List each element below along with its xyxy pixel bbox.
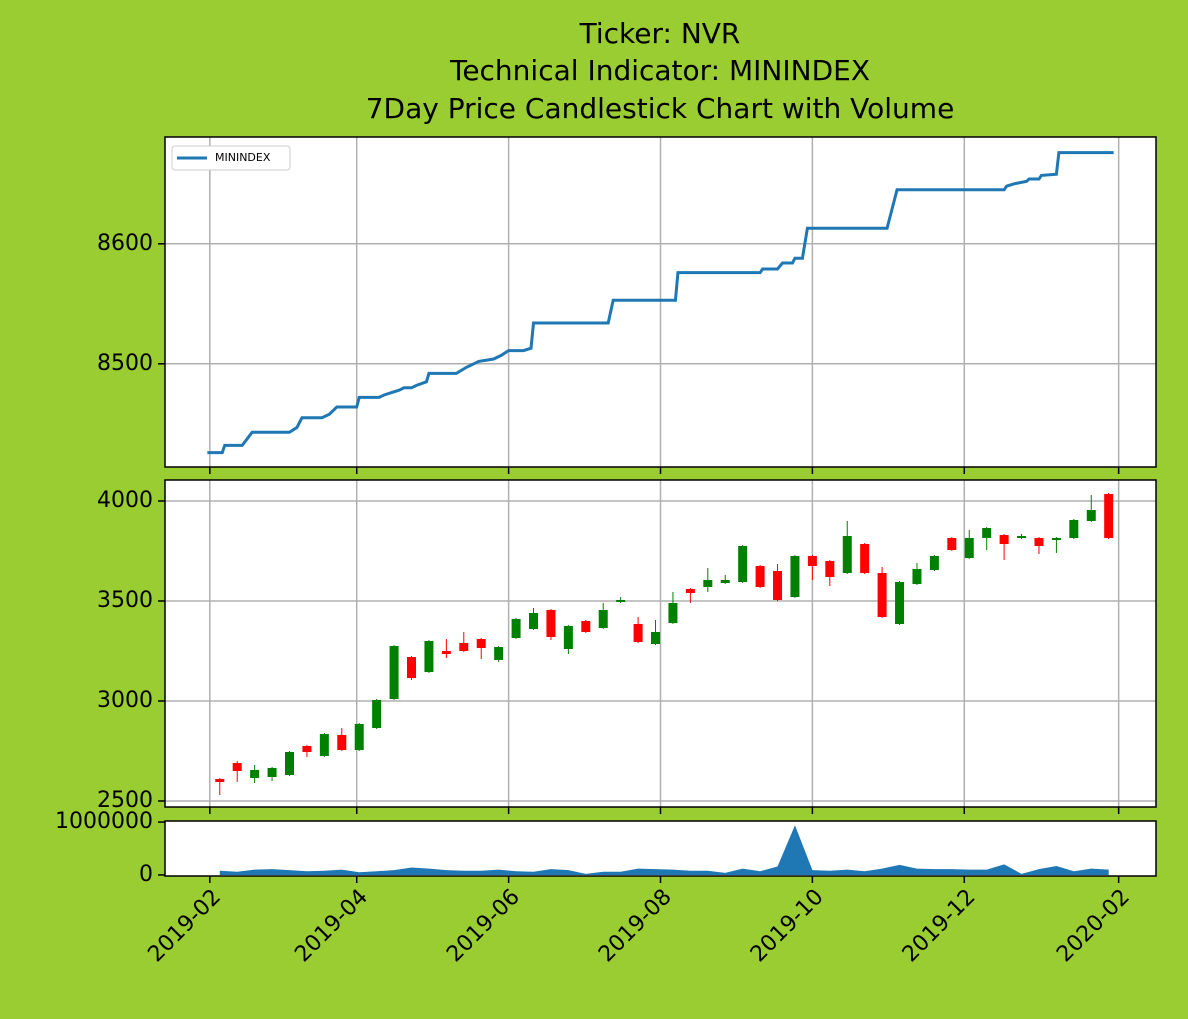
title-line: 7Day Price Candlestick Chart with Volume [366, 92, 955, 125]
candle-body [581, 621, 591, 632]
plot-frame [164, 136, 1157, 468]
candle-body [337, 735, 347, 750]
y-tick-label: 3500 [97, 588, 153, 613]
candle-body [651, 632, 661, 644]
candle-body [999, 535, 1009, 544]
candle-body [912, 569, 922, 584]
candle-body [215, 779, 225, 782]
candle-body [842, 536, 852, 573]
candle-body [877, 573, 887, 617]
candle-body [546, 610, 556, 637]
candle-body [790, 556, 800, 597]
candle-body [232, 763, 242, 771]
title-line: Technical Indicator: MININDEX [449, 54, 870, 87]
candle-body [807, 556, 817, 566]
candle-body [895, 582, 905, 624]
legend: MININDEX [171, 145, 291, 171]
candle-body [476, 639, 486, 648]
legend-label: MININDEX [215, 151, 271, 164]
candle-body [1104, 494, 1114, 538]
candle-body [703, 580, 713, 587]
candle-body [354, 724, 364, 750]
candle-body [720, 580, 730, 583]
candle-body [372, 700, 382, 728]
candle-body [947, 538, 957, 550]
candle-body [982, 528, 992, 538]
y-tick-label: 0 [139, 862, 153, 887]
candle-body [563, 626, 573, 649]
y-tick-label: 8600 [97, 231, 153, 256]
candle-body [424, 641, 434, 672]
candle-body [1086, 510, 1096, 521]
candle-body [441, 651, 451, 654]
legend-box [171, 145, 291, 171]
candle-body [773, 571, 783, 600]
candle-body [494, 647, 504, 660]
y-tick-label: 3000 [97, 688, 153, 713]
plot-area [165, 821, 1156, 876]
plot-frame [164, 820, 1157, 877]
candle-body [1051, 538, 1061, 540]
candle-body [825, 561, 835, 577]
title-line: Ticker: NVR [579, 17, 741, 50]
y-tick-label: 4000 [97, 488, 153, 513]
candle-body [929, 556, 939, 570]
candle-body [302, 746, 312, 752]
line [207, 151, 1114, 455]
candle-body [529, 613, 539, 629]
candle-body [964, 538, 974, 558]
candle-body [319, 734, 329, 756]
candle-body [250, 770, 260, 778]
candle-body [668, 603, 678, 623]
candle-body [616, 600, 626, 602]
plot-frame [164, 479, 1157, 808]
candle-body [284, 752, 294, 775]
candle-body [1069, 520, 1079, 538]
candle-body [755, 566, 765, 587]
candle-body [685, 589, 695, 593]
candle-body [407, 657, 417, 678]
candle-body [598, 610, 608, 628]
y-tick-label: 8500 [97, 351, 153, 376]
candle-body [860, 544, 870, 573]
candle-body [511, 619, 521, 638]
candle-body [633, 624, 643, 642]
candle-body [1034, 538, 1044, 546]
candle-body [459, 643, 469, 651]
candle-body [267, 768, 277, 777]
y-tick-label: 2500 [97, 788, 153, 813]
candle-body [389, 646, 399, 699]
candle-body [1017, 536, 1027, 538]
candle-body [738, 546, 748, 582]
y-tick-label: 1000000 [55, 809, 153, 834]
